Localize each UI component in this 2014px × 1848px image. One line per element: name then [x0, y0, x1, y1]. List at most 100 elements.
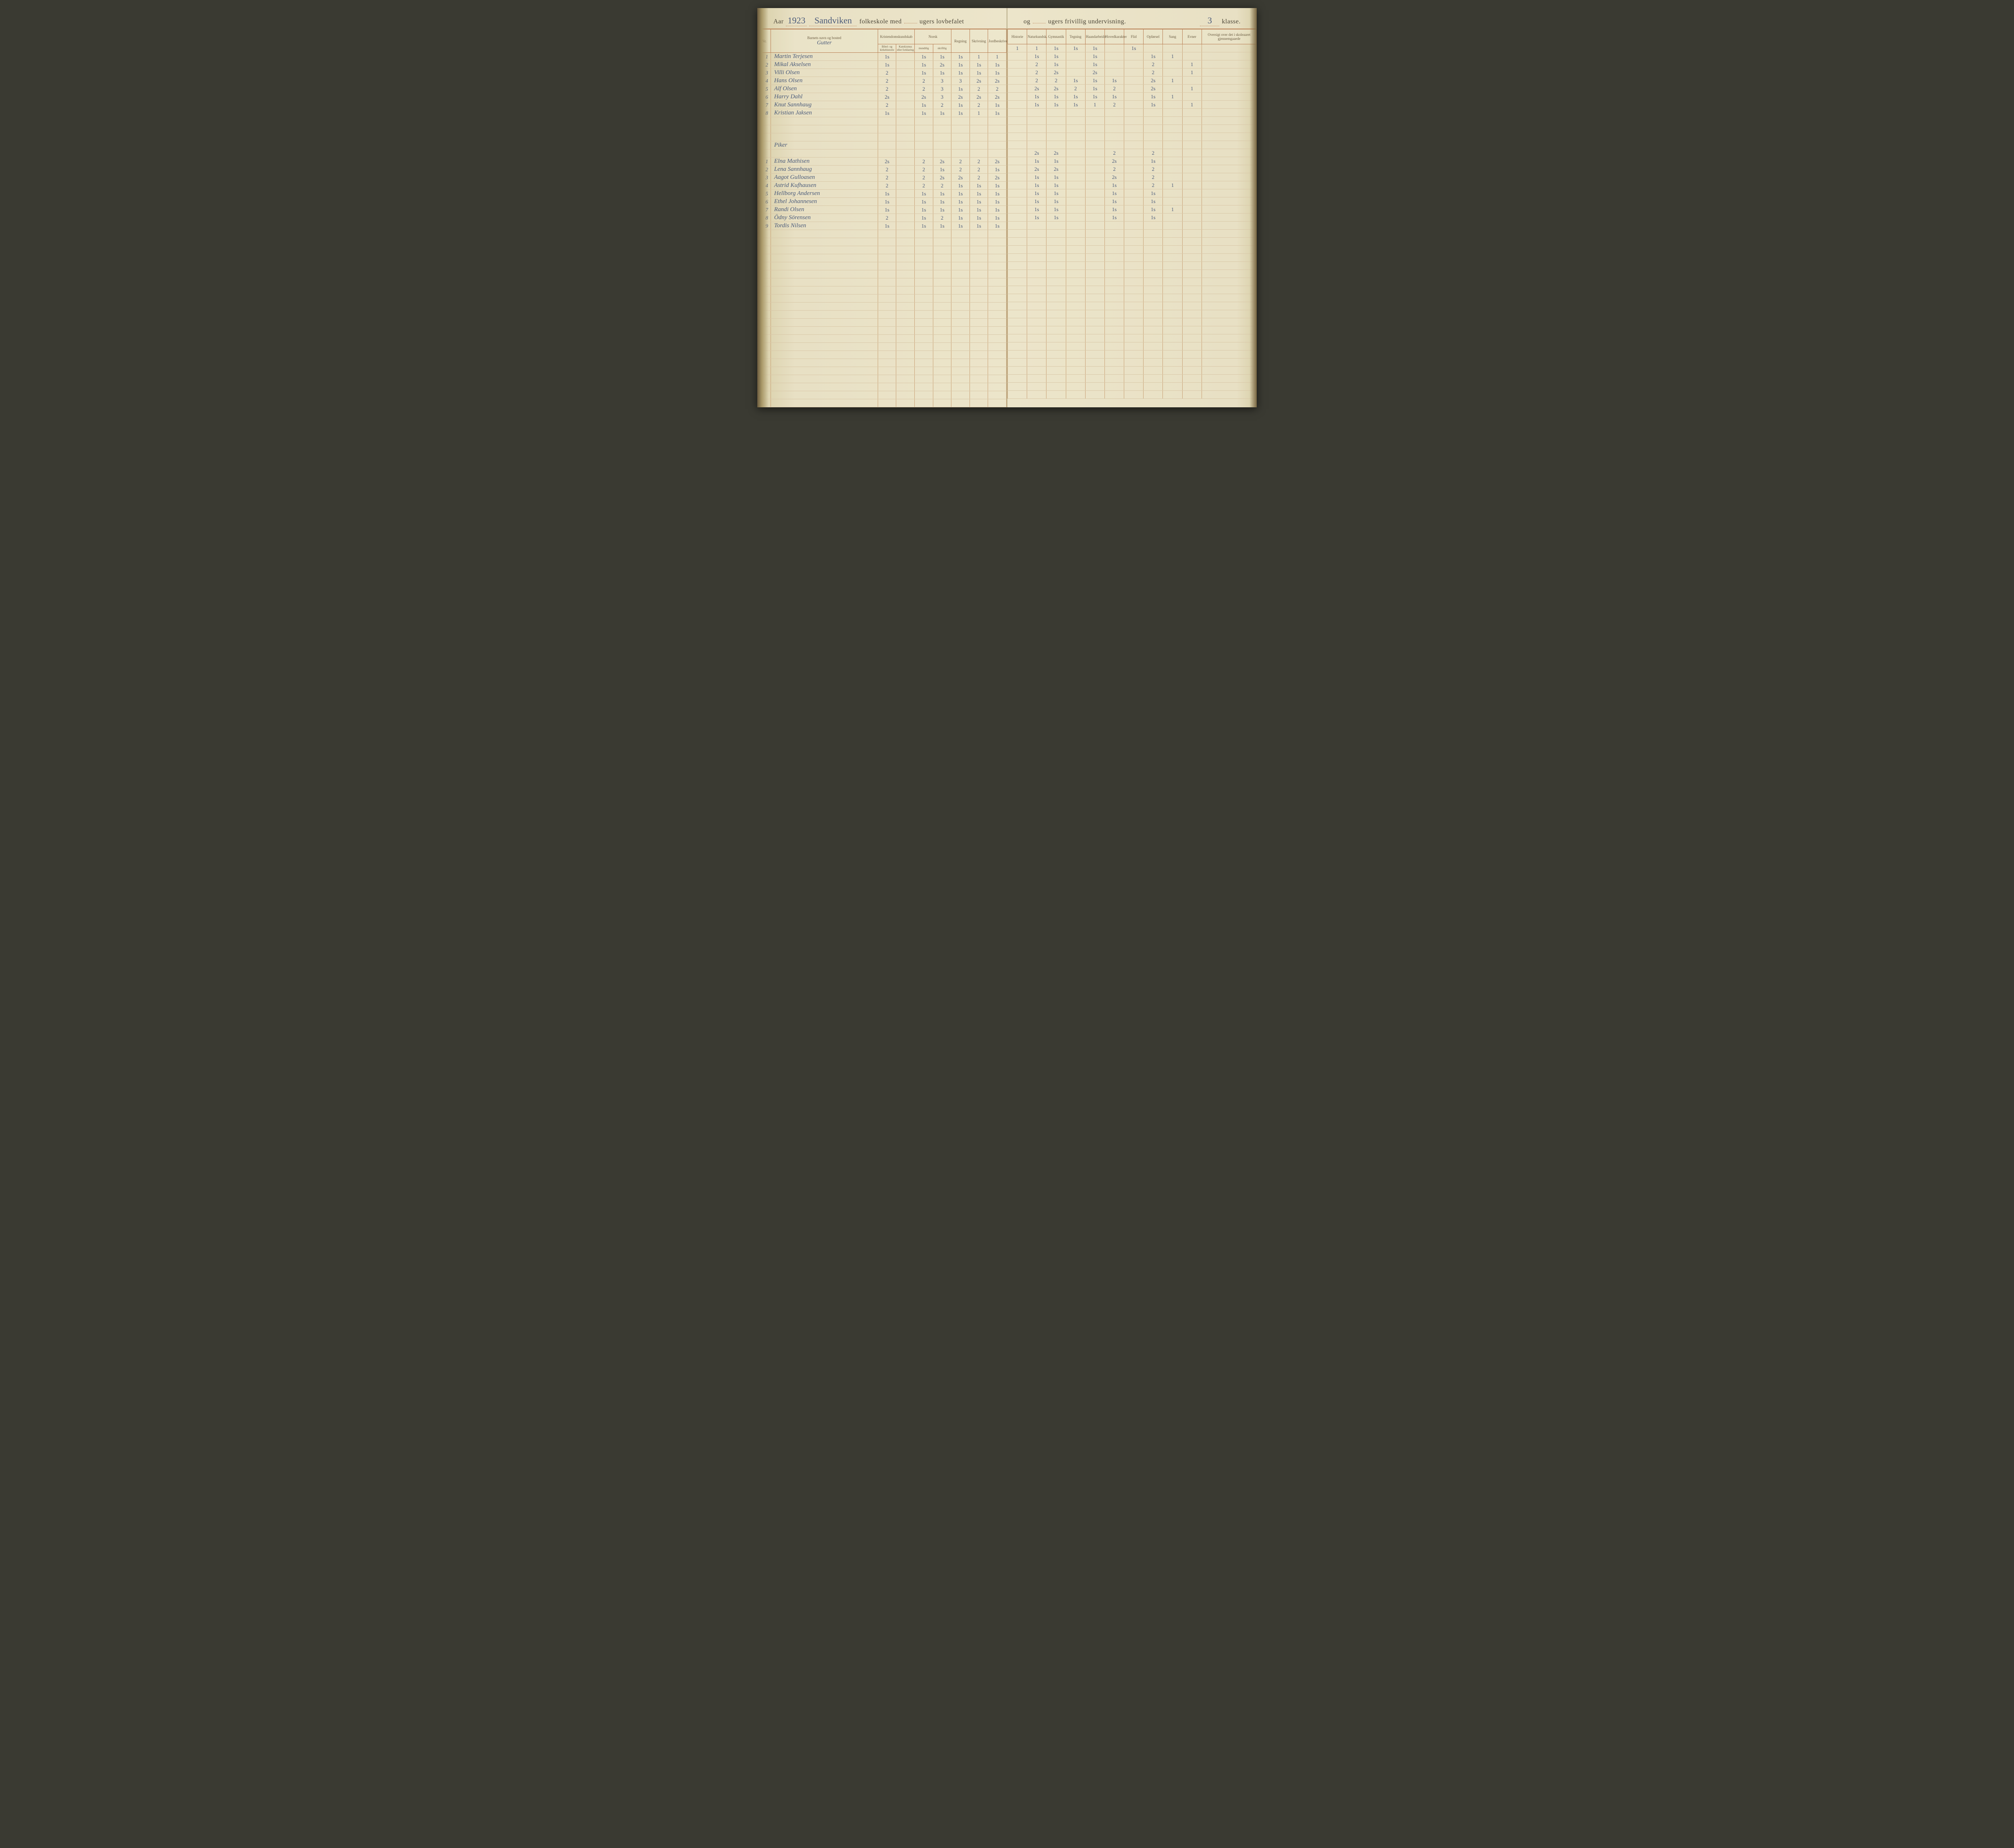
cell-grade [1066, 359, 1085, 367]
cell-grade [896, 190, 915, 198]
table-row [1008, 286, 1257, 294]
cell-grade [1104, 294, 1124, 302]
cell-grade: 2 [1144, 60, 1163, 68]
cell-grade: 2 [1104, 85, 1124, 93]
cell-grade [1066, 125, 1085, 133]
cell-grade [1182, 359, 1202, 367]
cell-grade: 1s [1085, 52, 1104, 60]
cell-grade [970, 319, 988, 327]
cell-grade [988, 375, 1007, 383]
cell-grade: 1s [1046, 214, 1066, 222]
cell-grade [1085, 214, 1104, 222]
cell-grade [1027, 270, 1046, 278]
cell-grade [1144, 367, 1163, 375]
table-row: 5Alf Olsen2231s22 [758, 85, 1007, 93]
cell-oversigt [1202, 246, 1256, 254]
cell-grade [1144, 318, 1163, 326]
cell-grade [1163, 310, 1182, 318]
cell-grade: 2 [1027, 60, 1046, 68]
cell-grade: 1s [1144, 157, 1163, 165]
cell-grade [1027, 318, 1046, 326]
cell-grade [970, 286, 988, 295]
cell-grade [951, 399, 970, 407]
cell-grade: 1 [1163, 205, 1182, 214]
cell-grade: 1s [878, 198, 896, 206]
cell-grade [1104, 334, 1124, 342]
cell-grade [951, 125, 970, 133]
cell-grade [1027, 230, 1046, 238]
cell-grade [1027, 262, 1046, 270]
table-row [758, 254, 1007, 262]
table-row: 2Mikal Akselsen1s1s2s1s1s1s [758, 61, 1007, 69]
cell-grade [1144, 44, 1163, 52]
header-text-b: ugers lovbefalet [920, 18, 964, 25]
table-row: 21s1s21 [1008, 60, 1257, 68]
cell-grade [1163, 351, 1182, 359]
cell-grade: 2 [878, 182, 896, 190]
cell-grade [988, 399, 1007, 407]
cell-grade [1182, 391, 1202, 399]
cell-grade [1124, 125, 1144, 133]
cell-grade [1182, 117, 1202, 125]
cell-grade: 1s [970, 69, 988, 77]
cell-grade [933, 391, 951, 399]
cell-grade: 2s [1085, 68, 1104, 77]
cell-grade [1124, 286, 1144, 294]
cell-grade [1163, 278, 1182, 286]
cell-grade [1008, 351, 1027, 359]
cell-grade: 1s [970, 214, 988, 222]
cell-grade [1066, 189, 1085, 197]
cell-grade [1104, 52, 1124, 60]
cell-grade [951, 262, 970, 270]
cell-grade: 1s [1104, 197, 1124, 205]
grade-table-left: Nr. Barnets navn og bosted Gutter Kriste… [757, 29, 1007, 407]
cell-grade [988, 335, 1007, 343]
col-flid: Flid [1124, 29, 1144, 44]
cell-grade: 1s [988, 61, 1007, 69]
cell-grade: 1s [933, 206, 951, 214]
cell-grade [1182, 189, 1202, 197]
cell-name [771, 230, 878, 238]
cell-grade: 1s [1046, 93, 1066, 101]
cell-grade: 1s [1027, 93, 1046, 101]
cell-grade [1144, 302, 1163, 310]
cell-grade: 1s [951, 109, 970, 117]
cell-grade [951, 141, 970, 149]
cell-grade: 1s [951, 190, 970, 198]
cell-grade: 2 [1144, 181, 1163, 189]
table-row [1008, 117, 1257, 125]
table-row [758, 149, 1007, 158]
cell-grade [1163, 230, 1182, 238]
cell-grade [1124, 278, 1144, 286]
cell-oversigt [1202, 383, 1256, 391]
cell-grade [1124, 189, 1144, 197]
cell-grade [1066, 294, 1085, 302]
cell-grade: 2 [970, 166, 988, 174]
cell-grade [1066, 133, 1085, 141]
cell-oversigt [1202, 391, 1256, 399]
cell-grade [1144, 391, 1163, 399]
cell-grade [878, 311, 896, 319]
cell-grade: 1s [970, 61, 988, 69]
cell-oversigt [1202, 141, 1256, 149]
cell-name [771, 262, 878, 270]
cell-grade: 1s [1104, 214, 1124, 222]
cell-grade: 1s [1144, 52, 1163, 60]
cell-grade [951, 327, 970, 335]
cell-oversigt [1202, 286, 1256, 294]
cell-name: Elna Mathisen [771, 158, 878, 166]
cell-grade [1124, 359, 1144, 367]
cell-grade [951, 375, 970, 383]
cell-grade [1163, 149, 1182, 157]
cell-grade [1046, 278, 1066, 286]
table-row [758, 311, 1007, 319]
col-opf: Opførsel [1144, 29, 1163, 44]
cell-grade [988, 286, 1007, 295]
cell-grade [1008, 68, 1027, 77]
cell-grade [933, 133, 951, 141]
cell-grade [1008, 326, 1027, 334]
cell-grade: 3 [933, 93, 951, 101]
cell-grade [1027, 109, 1046, 117]
cell-grade [896, 230, 915, 238]
cell-grade: 1s [970, 222, 988, 230]
